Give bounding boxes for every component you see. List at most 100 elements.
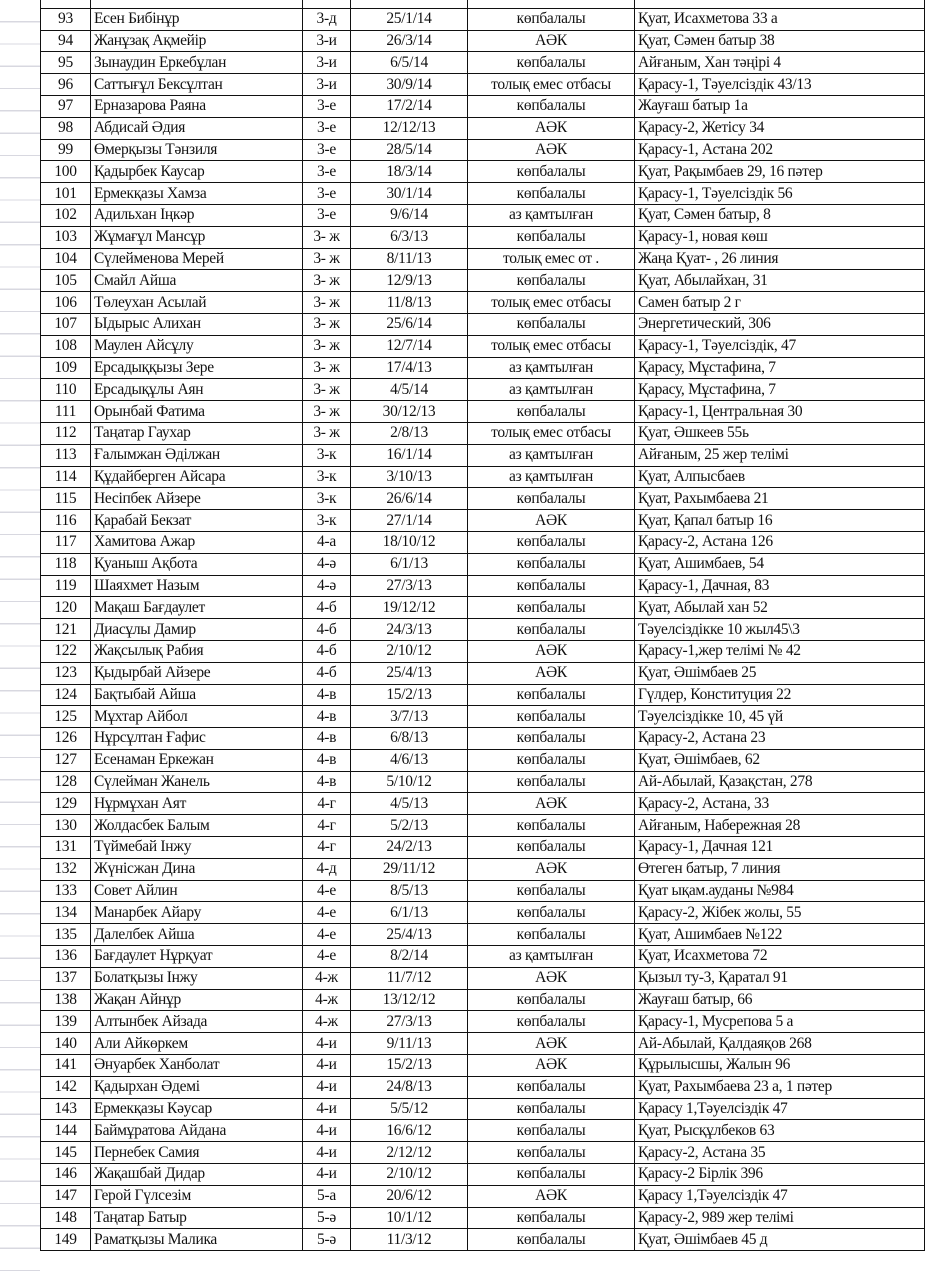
birth-date-cell[interactable]: 12/7/14 — [350, 334, 468, 358]
student-name-cell[interactable]: Жұмағұл Мансұр — [90, 225, 303, 249]
student-name-cell[interactable]: Ғалымжан Әділжан — [90, 443, 303, 467]
student-name-cell[interactable]: Болатқызы Інжу — [90, 966, 303, 990]
address-cell[interactable]: Қарасу-2, Жетісу 34 — [634, 116, 925, 140]
class-cell[interactable]: 3- ж — [302, 334, 351, 358]
student-name-cell[interactable]: Қадырхан Әдемі — [90, 1075, 303, 1099]
class-cell[interactable]: 3-и — [302, 29, 351, 53]
address-cell[interactable]: Қуат, Абылай хан 52 — [634, 596, 925, 620]
row-number-cell[interactable]: 98 — [40, 116, 91, 140]
row-number-cell[interactable]: 149 — [40, 1228, 91, 1252]
student-name-cell[interactable]: Есен Бибінұр — [90, 7, 303, 31]
student-name-cell[interactable]: Адильхан Іңкәр — [90, 203, 303, 227]
student-name-cell[interactable]: Ерсадықұлы Аян — [90, 378, 303, 402]
family-status-cell[interactable]: толық емес от . — [467, 247, 635, 271]
student-name-cell[interactable]: Ермекқазы Хамза — [90, 182, 303, 205]
student-name-cell[interactable]: Баймұратова Айдана — [90, 1119, 303, 1143]
row-number-cell[interactable]: 134 — [40, 901, 91, 925]
address-cell[interactable]: Қызыл ту-3, Қаратал 91 — [634, 966, 925, 990]
class-cell[interactable]: 4-д — [302, 857, 351, 881]
student-name-cell[interactable]: Маулен Айсұлу — [90, 334, 303, 358]
family-status-cell[interactable]: АӘК — [467, 661, 635, 685]
address-cell[interactable]: Қуат, Ашимбаев №122 — [634, 923, 925, 947]
class-cell[interactable]: 3-е — [302, 160, 351, 184]
family-status-cell[interactable]: АӘК — [467, 1054, 635, 1077]
family-status-cell[interactable]: көпбалалы — [467, 1206, 635, 1230]
row-number-cell[interactable]: 106 — [40, 291, 91, 314]
student-name-cell[interactable]: Саттығұл Бексұлтан — [90, 73, 303, 96]
address-cell[interactable]: Айғаным, 25 жер телімі — [634, 443, 925, 467]
student-name-cell[interactable]: Герой Гүлсезім — [90, 1184, 303, 1208]
birth-date-cell[interactable]: 8/5/13 — [350, 879, 468, 903]
address-cell[interactable]: Қарасу 1,Тәуелсіздік 47 — [634, 1184, 925, 1208]
address-cell[interactable]: Жауғаш батыр 1а — [634, 94, 925, 118]
birth-date-cell[interactable]: 11/3/12 — [350, 1228, 468, 1252]
student-name-cell[interactable]: Хамитова Ажар — [90, 530, 303, 554]
student-name-cell[interactable]: Нұрмұхан Аят — [90, 792, 303, 816]
student-name-cell[interactable]: Диасұлы Дамир — [90, 618, 303, 641]
birth-date-cell[interactable]: 5/10/12 — [350, 770, 468, 794]
address-cell[interactable]: Жауғаш батыр, 66 — [634, 988, 925, 1012]
class-cell[interactable]: 4-в — [302, 727, 351, 750]
row-number-cell[interactable]: 132 — [40, 857, 91, 881]
student-name-cell[interactable]: Смайл Айша — [90, 269, 303, 293]
address-cell[interactable]: Қарасу-1, Мусрепова 5 а — [634, 1010, 925, 1034]
birth-date-cell[interactable]: 3/10/13 — [350, 465, 468, 489]
birth-date-cell[interactable]: 28/5/14 — [350, 138, 468, 162]
row-number-cell[interactable]: 146 — [40, 1163, 91, 1186]
row-number-cell[interactable]: 96 — [40, 73, 91, 96]
family-status-cell[interactable]: көпбалалы — [467, 618, 635, 641]
class-cell[interactable]: 3-и — [302, 73, 351, 96]
birth-date-cell[interactable]: 11/7/12 — [350, 966, 468, 990]
birth-date-cell[interactable]: 29/11/12 — [350, 857, 468, 881]
class-cell[interactable]: 4-и — [302, 1032, 351, 1056]
class-cell[interactable]: 3-к — [302, 443, 351, 467]
student-name-cell[interactable]: Жанұзақ Ақмейір — [90, 29, 303, 53]
row-number-cell[interactable]: 95 — [40, 51, 91, 75]
family-status-cell[interactable]: көпбалалы — [467, 225, 635, 249]
student-name-cell[interactable]: Ыдырыс Алихан — [90, 312, 303, 336]
row-number-cell[interactable]: 99 — [40, 138, 91, 162]
student-name-cell[interactable]: Мұхтар Айбол — [90, 705, 303, 729]
row-number-cell[interactable]: 127 — [40, 748, 91, 772]
family-status-cell[interactable]: көпбалалы — [467, 269, 635, 293]
family-status-cell[interactable]: көпбалалы — [467, 1163, 635, 1186]
row-number-cell[interactable]: 129 — [40, 792, 91, 816]
birth-date-cell[interactable]: 13/12/12 — [350, 988, 468, 1012]
address-cell[interactable]: Ай-Абылай, Қалдаяқов 268 — [634, 1032, 925, 1056]
birth-date-cell[interactable]: 12/12/13 — [350, 116, 468, 140]
class-cell[interactable]: 3-и — [302, 51, 351, 75]
class-cell[interactable]: 4-е — [302, 923, 351, 947]
address-cell[interactable]: Қуат, Әшкеев 55ь — [634, 421, 925, 445]
row-number-cell[interactable]: 133 — [40, 879, 91, 903]
student-name-cell[interactable]: Есенаман Еркежан — [90, 748, 303, 772]
student-name-cell[interactable]: Ермекқазы Кәусар — [90, 1097, 303, 1121]
class-cell[interactable]: 4-в — [302, 683, 351, 707]
address-cell[interactable]: Қарасу-1, Астана 202 — [634, 138, 925, 162]
birth-date-cell[interactable]: 9/6/14 — [350, 203, 468, 227]
student-name-cell[interactable]: Өмерқызы Тәнзиля — [90, 138, 303, 162]
family-status-cell[interactable]: аз қамтылған — [467, 378, 635, 402]
student-name-cell[interactable]: Жақашбай Дидар — [90, 1163, 303, 1186]
class-cell[interactable]: 3-е — [302, 203, 351, 227]
student-name-cell[interactable]: Түймебай Інжу — [90, 836, 303, 859]
address-cell[interactable]: Қуат, Рахымбаева 21 — [634, 487, 925, 511]
student-name-cell[interactable]: Далелбек Айша — [90, 923, 303, 947]
student-name-cell[interactable]: Қадырбек Каусар — [90, 160, 303, 184]
class-cell[interactable]: 4-ж — [302, 966, 351, 990]
family-status-cell[interactable]: көпбалалы — [467, 530, 635, 554]
address-cell[interactable]: Қарасу-2, Жібек жолы, 55 — [634, 901, 925, 925]
class-cell[interactable]: 3- ж — [302, 247, 351, 271]
student-name-cell[interactable]: Әнуарбек Ханболат — [90, 1054, 303, 1077]
class-cell[interactable]: 3-е — [302, 182, 351, 205]
row-number-cell[interactable]: 130 — [40, 814, 91, 838]
class-cell[interactable]: 4-и — [302, 1075, 351, 1099]
class-cell[interactable]: 3- ж — [302, 421, 351, 445]
birth-date-cell[interactable]: 2/10/12 — [350, 1163, 468, 1186]
address-cell[interactable]: Қарасу-1, Тәуелсіздік 56 — [634, 182, 925, 205]
address-cell[interactable]: Қарасу-1, Тәуелсіздік, 47 — [634, 334, 925, 358]
address-cell[interactable]: Қарасу-2, 989 жер телімі — [634, 1206, 925, 1230]
address-cell[interactable]: Қарасу-1, Центральная 30 — [634, 400, 925, 423]
class-cell[interactable]: 3- ж — [302, 312, 351, 336]
family-status-cell[interactable]: көпбалалы — [467, 182, 635, 205]
address-cell[interactable]: Ай-Абылай, Қазақстан, 278 — [634, 770, 925, 794]
